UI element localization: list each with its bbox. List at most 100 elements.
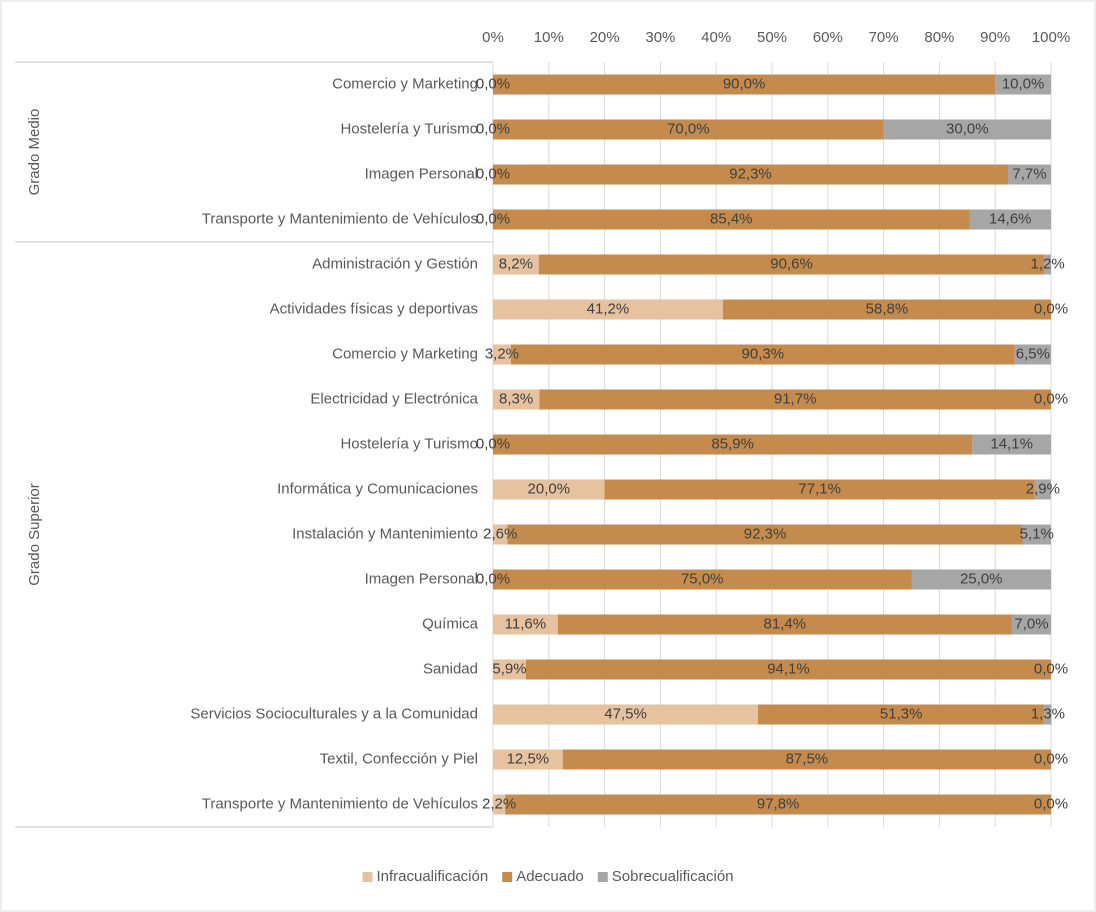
- category-label: Comercio y Marketing: [332, 75, 478, 92]
- data-label: 0,0%: [1034, 750, 1068, 767]
- bar-segment: [493, 164, 1009, 185]
- data-label: 12,5%: [507, 750, 550, 767]
- bar-segment: [510, 344, 1015, 365]
- bar-segment: [493, 344, 511, 365]
- data-label: 0,0%: [476, 75, 510, 92]
- x-tick-label: 10%: [534, 29, 564, 46]
- data-label: 7,7%: [1012, 165, 1046, 182]
- bar-segment: [525, 659, 1051, 680]
- category-label: Química: [422, 615, 479, 632]
- bar-segment: [557, 614, 1012, 635]
- category-label: Instalación y Mantenimiento: [292, 525, 478, 542]
- x-tick-label: 80%: [924, 29, 954, 46]
- group-label: Grado Superior: [26, 483, 43, 586]
- data-label: 85,9%: [711, 435, 754, 452]
- x-tick-label: 70%: [869, 29, 899, 46]
- bar-segment: [493, 119, 884, 140]
- bar-segment: [507, 524, 1023, 545]
- legend-label: Infracualificación: [376, 868, 488, 885]
- bar-segment: [493, 614, 558, 635]
- bar-segment: [505, 794, 1051, 815]
- data-label: 0,0%: [1034, 660, 1068, 677]
- bar-segment: [493, 479, 605, 500]
- data-label: 8,2%: [499, 255, 533, 272]
- data-label: 1,2%: [1031, 255, 1065, 272]
- bar-segment: [722, 299, 1051, 320]
- data-label: 90,6%: [770, 255, 813, 272]
- x-tick-label: 0%: [482, 29, 504, 46]
- x-tick-label: 60%: [813, 29, 843, 46]
- bar-segment: [604, 479, 1035, 500]
- data-label: 92,3%: [744, 525, 787, 542]
- bar-segment: [539, 389, 1051, 410]
- bar-segment: [1008, 164, 1051, 185]
- data-label: 6,5%: [1016, 345, 1050, 362]
- data-label: 1,3%: [1031, 705, 1065, 722]
- category-label: Comercio y Marketing: [332, 345, 478, 362]
- x-tick-label: 50%: [757, 29, 787, 46]
- category-label: Electricidad y Electrónica: [310, 390, 478, 407]
- data-label: 14,1%: [990, 435, 1033, 452]
- bar-segment: [1044, 254, 1051, 275]
- data-label: 47,5%: [604, 705, 647, 722]
- bar-segment: [562, 749, 1051, 770]
- data-label: 30,0%: [946, 120, 989, 137]
- bar-segment: [972, 434, 1051, 455]
- data-label: 97,8%: [757, 795, 800, 812]
- bar-segment: [995, 74, 1051, 95]
- data-label: 94,1%: [767, 660, 810, 677]
- data-label: 90,0%: [723, 75, 766, 92]
- legend-swatch: [597, 872, 608, 882]
- data-label: 85,4%: [710, 210, 753, 227]
- x-tick-label: 40%: [701, 29, 731, 46]
- bar-segment: [493, 209, 970, 230]
- bar-segment: [1022, 524, 1051, 545]
- category-label: Sanidad: [423, 660, 478, 677]
- x-tick-label: 30%: [645, 29, 675, 46]
- group-label: Grado Medio: [26, 109, 43, 196]
- data-label: 0,0%: [476, 570, 510, 587]
- data-label: 81,4%: [764, 615, 807, 632]
- data-label: 0,0%: [476, 120, 510, 137]
- data-label: 2,9%: [1026, 480, 1060, 497]
- bar-segment: [493, 389, 540, 410]
- data-label: 0,0%: [476, 210, 510, 227]
- bar-segment: [883, 119, 1051, 140]
- bar-segment: [1044, 704, 1052, 725]
- category-label: Imagen Personal: [365, 570, 478, 587]
- legend-swatch: [502, 872, 513, 882]
- data-label: 58,8%: [866, 300, 909, 317]
- bar-segment: [493, 704, 759, 725]
- bar-segment: [493, 524, 508, 545]
- category-label: Transporte y Mantenimiento de Vehículos: [202, 210, 478, 227]
- bar-segment: [493, 74, 996, 95]
- bar-segment: [493, 299, 723, 320]
- bar-segment: [493, 794, 506, 815]
- bar-segment: [1011, 614, 1051, 635]
- category-label: Transporte y Mantenimiento de Vehículos: [202, 795, 478, 812]
- data-label: 92,3%: [729, 165, 772, 182]
- data-label: 11,6%: [505, 615, 546, 632]
- bar-segment: [493, 659, 526, 680]
- data-label: 8,3%: [499, 390, 533, 407]
- bar-segment: [493, 569, 912, 590]
- data-label: 0,0%: [1034, 795, 1068, 812]
- data-label: 0,0%: [1034, 300, 1068, 317]
- data-label: 70,0%: [667, 120, 710, 137]
- data-label: 2,2%: [482, 795, 516, 812]
- category-label: Textil, Confección y Piel: [320, 750, 478, 767]
- data-label: 10,0%: [1002, 75, 1045, 92]
- bar-segment: [758, 704, 1045, 725]
- data-label: 5,9%: [492, 660, 526, 677]
- bar-segment: [493, 254, 539, 275]
- data-label: 0,0%: [476, 435, 510, 452]
- data-label: 87,5%: [786, 750, 829, 767]
- data-label: 5,1%: [1020, 525, 1054, 542]
- x-tick-label: 20%: [590, 29, 620, 46]
- data-label: 41,2%: [587, 300, 630, 317]
- category-label: Hostelería y Turismo: [340, 435, 478, 452]
- data-label: 25,0%: [960, 570, 1003, 587]
- data-label: 77,1%: [798, 480, 841, 497]
- legend-swatch: [362, 872, 373, 882]
